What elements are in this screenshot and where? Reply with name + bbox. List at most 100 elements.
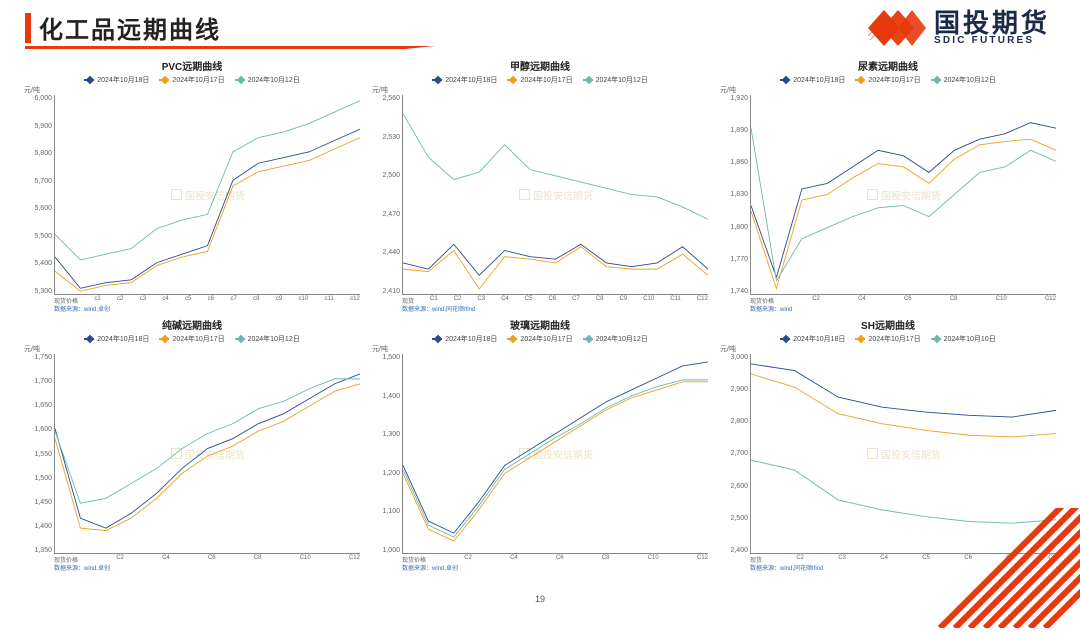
legend-swatch [855,79,865,81]
y-tick: 2,700 [718,450,748,457]
y-tick: 6,000 [22,95,52,102]
series-line-s1 [55,374,360,528]
legend-item: 2024年10月17日 [507,75,572,85]
x-tick: c10 [299,296,309,305]
chart-grid: PVC远期曲线2024年10月18日2024年10月17日2024年10月12日… [0,46,1080,576]
y-tick: 2,440 [370,249,400,256]
series-line-s2 [403,247,708,289]
legend-item: 2024年10月12日 [235,75,300,85]
chart-legend: 2024年10月18日2024年10月17日2024年10月10日 [780,334,995,344]
y-tick: 5,700 [22,178,52,185]
y-axis-label: 元/吨 [372,344,388,354]
legend-swatch [931,338,941,340]
y-tick: 1,400 [22,523,52,530]
legend-swatch [84,79,94,81]
y-ticks: 6,0005,9005,8005,7005,6005,5005,4005,300 [22,95,52,295]
y-ticks: 1,5001,4001,3001,2001,1001,000 [370,354,400,554]
chart-2: 尿素远期曲线 2024年10月18日2024年10月17日2024年10月12日元… [718,58,1058,313]
x-tick: C2 [116,555,124,564]
chart-title: SH远期曲线 [861,317,915,332]
legend-item: 2024年10月17日 [507,334,572,344]
y-tick: 1,650 [22,402,52,409]
chart-title: 尿素远期曲线 [858,58,918,73]
plot: 元/吨1,5001,4001,3001,2001,1001,000国投安信期货现… [370,346,710,572]
x-tick: c5 [185,296,191,305]
chart-legend: 2024年10月18日2024年10月17日2024年10月12日 [780,75,995,85]
plot-area: 国投安信期货 [402,354,708,554]
legend-item: 2024年10月18日 [84,334,149,344]
x-tick: C10 [300,555,311,564]
source-label: 数据来源：wind [750,304,792,313]
y-tick: 1,830 [718,191,748,198]
legend-item: 2024年10月17日 [855,75,920,85]
x-tick: c8 [253,296,259,305]
series-line-s1 [403,362,708,533]
legend-label: 2024年10月12日 [248,75,300,85]
y-tick: 1,200 [370,470,400,477]
y-tick: 1,770 [718,256,748,263]
series-line-s2 [751,139,1056,288]
y-tick: 2,560 [370,95,400,102]
chart-0: PVC远期曲线2024年10月18日2024年10月17日2024年10月12日… [22,58,362,313]
x-tick: c6 [208,296,214,305]
chart-title: 玻璃远期曲线 [510,317,570,332]
y-tick: 1,400 [370,393,400,400]
legend-swatch [84,338,94,340]
chart-legend: 2024年10月18日2024年10月17日2024年10月12日 [432,75,647,85]
logo-cn: 国投期货 [934,10,1050,36]
title-wrap: 化工品远期曲线 [25,10,221,45]
x-tick: C12 [349,555,360,564]
x-tick: C4 [880,555,888,564]
chart-3: 纯碱远期曲线2024年10月18日2024年10月17日2024年10月12日元… [22,317,362,572]
legend-label: 2024年10月17日 [172,334,224,344]
plot: 元/吨1,9201,8901,8601,8301,8001,7701,740国投… [718,87,1058,313]
logo-text: 国投期货 SDIC FUTURES [934,10,1050,46]
legend-label: 2024年10月18日 [97,334,149,344]
y-tick: 1,600 [22,426,52,433]
legend-swatch [159,338,169,340]
logo-mark-icon [868,10,926,46]
series-line-s3 [751,128,1056,281]
y-tick: 2,500 [370,172,400,179]
series-line-s1 [751,364,1056,417]
y-tick: 1,300 [370,431,400,438]
x-tick: C3 [477,296,485,305]
y-tick: 1,700 [22,378,52,385]
legend-item: 2024年10月18日 [780,334,845,344]
legend-swatch [583,338,593,340]
x-tick: c12 [350,296,360,305]
x-tick: C8 [254,555,262,564]
legend-swatch [159,79,169,81]
line-svg [403,354,708,553]
plot: 元/吨2,5602,5302,5002,4702,4402,410国投安信期货现… [370,87,710,313]
x-tick: C8 [602,555,610,564]
x-tick: C12 [1045,296,1056,305]
x-tick: C5 [525,296,533,305]
y-tick: 5,900 [22,123,52,130]
legend-label: 2024年10月18日 [793,334,845,344]
legend-swatch [931,79,941,81]
chart-legend: 2024年10月18日2024年10月17日2024年10月12日 [84,75,299,85]
y-ticks: 3,0002,9002,8002,7002,6002,5002,400 [718,354,748,554]
legend-label: 2024年10月17日 [520,75,572,85]
chart-title: 纯碱远期曲线 [162,317,222,332]
y-axis-label: 元/吨 [24,344,40,354]
y-tick: 1,740 [718,288,748,295]
plot-area: 国投安信期货 [54,354,360,554]
y-tick: 2,530 [370,134,400,141]
legend-item: 2024年10月12日 [583,334,648,344]
y-tick: 1,350 [22,547,52,554]
legend-label: 2024年10月17日 [868,75,920,85]
series-line-s1 [403,244,708,275]
x-tick: c9 [276,296,282,305]
corner-stripes-decoration [920,508,1080,628]
x-tick: C12 [697,555,708,564]
y-axis-label: 元/吨 [24,85,40,95]
y-axis-label: 元/吨 [720,344,736,354]
plot-area: 国投安信期货 [54,95,360,295]
legend-swatch [432,79,442,81]
chart-1: 甲醇远期曲线2024年10月18日2024年10月17日2024年10月12日元… [370,58,710,313]
title-accent-bar [25,13,31,43]
legend-item: 2024年10月12日 [583,75,648,85]
y-axis-label: 元/吨 [720,85,736,95]
